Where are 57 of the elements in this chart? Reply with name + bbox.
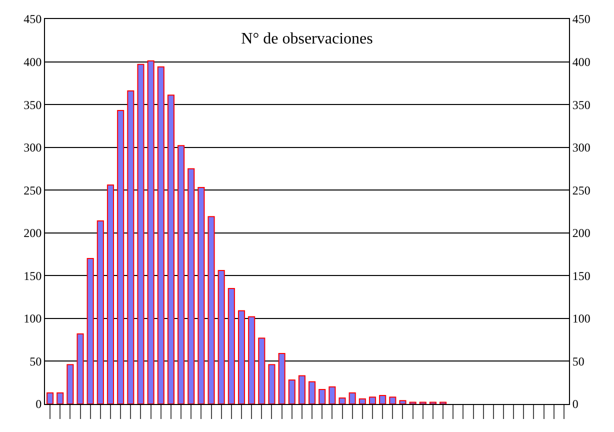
bar xyxy=(228,288,235,404)
bar xyxy=(379,394,386,404)
y2-tick-label: 250 xyxy=(572,183,590,198)
bar xyxy=(278,353,286,404)
bar xyxy=(258,338,266,404)
y-tick-label: 50 xyxy=(30,354,42,368)
y2-tick-label: 150 xyxy=(572,268,590,283)
bar xyxy=(117,110,124,404)
y2-tick-label: 0 xyxy=(572,397,578,412)
bar xyxy=(318,388,326,404)
bar xyxy=(248,316,256,404)
bar xyxy=(178,145,185,404)
bar xyxy=(238,310,246,404)
bar xyxy=(157,66,164,404)
y-tick-label: 450 xyxy=(24,12,42,26)
y2-tick-label: 400 xyxy=(572,54,590,69)
y2-tick-label: 350 xyxy=(572,98,590,112)
bar xyxy=(167,94,174,404)
y2-tick-label: 100 xyxy=(572,312,590,326)
bar xyxy=(328,386,336,404)
y-tick-label: 100 xyxy=(24,312,42,326)
bar xyxy=(127,90,134,404)
bar xyxy=(338,398,346,404)
bar xyxy=(198,187,205,404)
y2-tick-label: 300 xyxy=(572,140,590,155)
y-tick-label: 350 xyxy=(24,98,42,112)
bar xyxy=(399,400,406,404)
bar xyxy=(368,396,376,404)
bar xyxy=(308,381,316,404)
bar xyxy=(106,184,114,404)
bar xyxy=(137,64,144,404)
y-tick-label: 150 xyxy=(24,268,42,283)
bar xyxy=(76,333,84,404)
y2-tick-label: 200 xyxy=(572,226,590,240)
y2-tick-label: 450 xyxy=(572,12,590,26)
y-tick-label: 200 xyxy=(24,226,42,240)
bar xyxy=(208,216,215,404)
bar xyxy=(268,364,276,404)
bar xyxy=(288,380,296,404)
bar xyxy=(389,396,396,404)
bar xyxy=(46,392,54,404)
bar xyxy=(218,270,225,404)
bar xyxy=(188,168,195,404)
bar xyxy=(298,375,306,404)
bar xyxy=(348,392,356,404)
bar xyxy=(86,258,94,404)
y2-tick-label: 50 xyxy=(572,354,584,368)
y-tick-label: 250 xyxy=(24,183,42,198)
bar xyxy=(358,398,366,404)
text: N° de observaciones xyxy=(241,30,373,48)
bar xyxy=(66,364,74,404)
y-tick-label: 300 xyxy=(24,140,42,155)
bar xyxy=(56,392,64,404)
y-tick-label: 400 xyxy=(24,54,42,69)
y-tick-label: 0 xyxy=(36,397,42,412)
bar xyxy=(147,60,154,404)
bar xyxy=(96,220,104,404)
